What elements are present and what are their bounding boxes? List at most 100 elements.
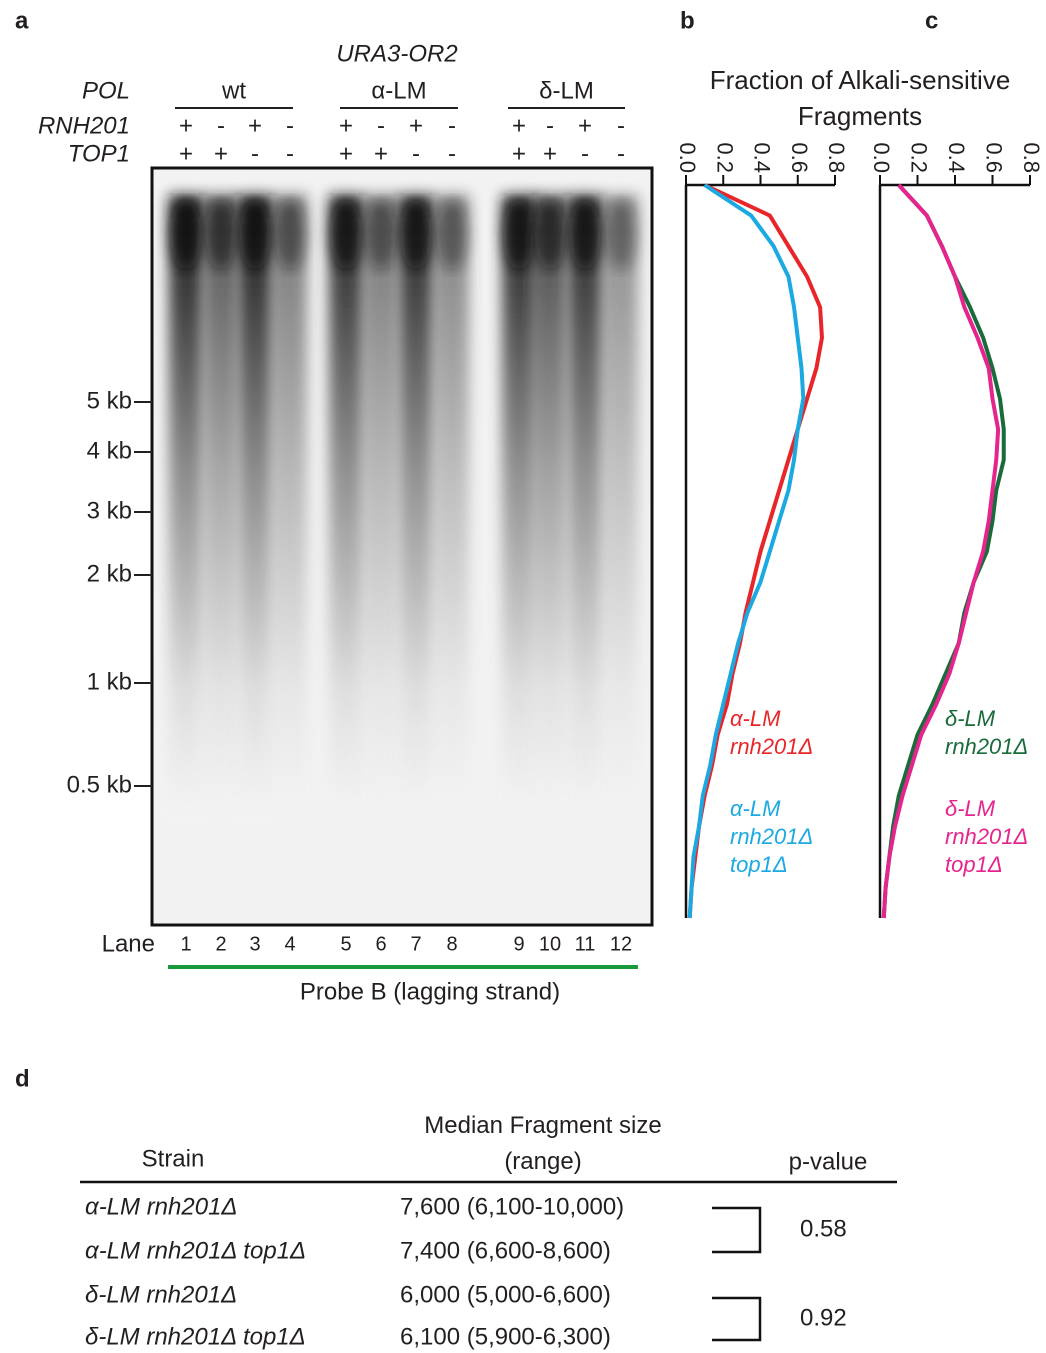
legend-entry: δ-LM rnh201Δ top1Δ xyxy=(945,796,1028,877)
gel-smear xyxy=(204,195,238,815)
axis-title: Fraction of Alkali-sensitive Fragments xyxy=(709,65,1011,131)
rnh201-sign: + xyxy=(512,112,526,139)
top1-sign: + xyxy=(512,140,526,167)
panel-label: b xyxy=(680,7,695,34)
row-label: TOP1 xyxy=(68,140,130,167)
lane-number: 4 xyxy=(284,933,295,955)
x-tick-label: 0.8 xyxy=(824,142,849,173)
gel-band xyxy=(437,200,467,270)
p-value: 0.92 xyxy=(800,1304,847,1331)
lane-number: 9 xyxy=(513,933,524,955)
p-value: 0.58 xyxy=(800,1215,847,1242)
fragment-size: 7,400 (6,600-8,600) xyxy=(400,1237,611,1264)
gel-smear xyxy=(273,195,307,815)
x-tick-label: 0.2 xyxy=(712,142,737,173)
size-marker: 3 kb xyxy=(87,497,132,524)
size-marker: 5 kb xyxy=(87,387,132,414)
gel-smear xyxy=(435,195,469,815)
lane-number: 11 xyxy=(575,933,596,955)
top1-sign: - xyxy=(581,140,589,167)
lane-number: 1 xyxy=(180,933,191,955)
x-tick-label: 0.4 xyxy=(944,142,969,173)
x-tick-label: 0.8 xyxy=(1019,142,1044,173)
lane-number: 6 xyxy=(375,933,386,955)
rnh201-sign: + xyxy=(409,112,423,139)
gel-smear xyxy=(364,195,398,815)
fragment-size: 6,100 (5,900-6,300) xyxy=(400,1323,611,1350)
data-line xyxy=(687,183,806,919)
rnh201-sign: + xyxy=(578,112,592,139)
group-label: α-LM xyxy=(371,77,426,104)
top1-sign: - xyxy=(412,140,420,167)
rnh201-sign: + xyxy=(339,112,353,139)
x-tick-label: 0.0 xyxy=(675,142,700,173)
rnh201-sign: - xyxy=(448,112,456,139)
strain-name: δ-LM rnh201Δ xyxy=(85,1281,237,1308)
size-marker: 4 kb xyxy=(87,437,132,464)
legend-entry: α-LM rnh201Δ top1Δ xyxy=(730,796,813,877)
lane-title: Lane xyxy=(102,930,155,957)
table-header: p-value xyxy=(789,1148,868,1175)
legend-entry: α-LM rnh201Δ xyxy=(730,706,814,759)
gel-band xyxy=(606,200,636,270)
fragment-size: 7,600 (6,100-10,000) xyxy=(400,1193,624,1220)
lane-number: 12 xyxy=(610,933,632,955)
bracket xyxy=(712,1296,762,1342)
size-marker: 2 kb xyxy=(87,560,132,587)
gel-band xyxy=(275,200,305,270)
gel-band xyxy=(206,200,236,270)
gel-band xyxy=(570,200,600,270)
data-line xyxy=(881,183,1006,919)
panel-label: d xyxy=(15,1065,30,1092)
gel-band xyxy=(240,200,270,270)
rnh201-sign: - xyxy=(617,112,625,139)
rnh201-sign: + xyxy=(179,112,193,139)
data-line xyxy=(881,183,1001,919)
row-label: POL xyxy=(82,77,130,104)
table-header: Strain xyxy=(142,1145,205,1172)
strain-name: α-LM rnh201Δ xyxy=(85,1193,238,1220)
top1-sign: - xyxy=(286,140,294,167)
gel-smear xyxy=(329,195,363,815)
rnh201-sign: - xyxy=(377,112,385,139)
lane-number: 7 xyxy=(410,933,421,955)
gel-smear xyxy=(604,195,638,815)
top1-sign: - xyxy=(617,140,625,167)
gel-band xyxy=(401,200,431,270)
lane-number: 5 xyxy=(340,933,351,955)
gel-lanes xyxy=(169,195,638,815)
top1-sign: + xyxy=(214,140,228,167)
gel-title: URA3-OR2 xyxy=(336,40,457,67)
bracket xyxy=(712,1206,762,1254)
lane-number: 8 xyxy=(446,933,457,955)
legend-entry: δ-LM rnh201Δ xyxy=(945,706,1029,759)
group-label: wt xyxy=(221,77,246,104)
gel-band xyxy=(535,200,565,270)
lane-number: 3 xyxy=(249,933,260,955)
top1-sign: + xyxy=(374,140,388,167)
top1-sign: + xyxy=(179,140,193,167)
gel-band xyxy=(366,200,396,270)
rnh201-sign: - xyxy=(546,112,554,139)
rnh201-sign: - xyxy=(286,112,294,139)
rnh201-sign: - xyxy=(217,112,225,139)
top1-sign: - xyxy=(251,140,259,167)
x-tick-label: 0.2 xyxy=(907,142,932,173)
gel-smear xyxy=(502,195,536,815)
top1-sign: + xyxy=(543,140,557,167)
gel-band xyxy=(504,200,534,270)
size-marker: 1 kb xyxy=(87,668,132,695)
gel-smear xyxy=(399,195,433,815)
gel-smear xyxy=(568,195,602,815)
strain-name: δ-LM rnh201Δ top1Δ xyxy=(85,1323,306,1350)
x-tick-label: 0.6 xyxy=(982,142,1007,173)
x-tick-label: 0.0 xyxy=(869,142,894,173)
probe-label: Probe B (lagging strand) xyxy=(300,978,560,1005)
top1-sign: - xyxy=(448,140,456,167)
gel-band xyxy=(331,200,361,270)
gel-smear xyxy=(238,195,272,815)
gel-smear xyxy=(533,195,567,815)
size-marker: 0.5 kb xyxy=(67,771,132,798)
x-tick-label: 0.4 xyxy=(750,142,775,173)
